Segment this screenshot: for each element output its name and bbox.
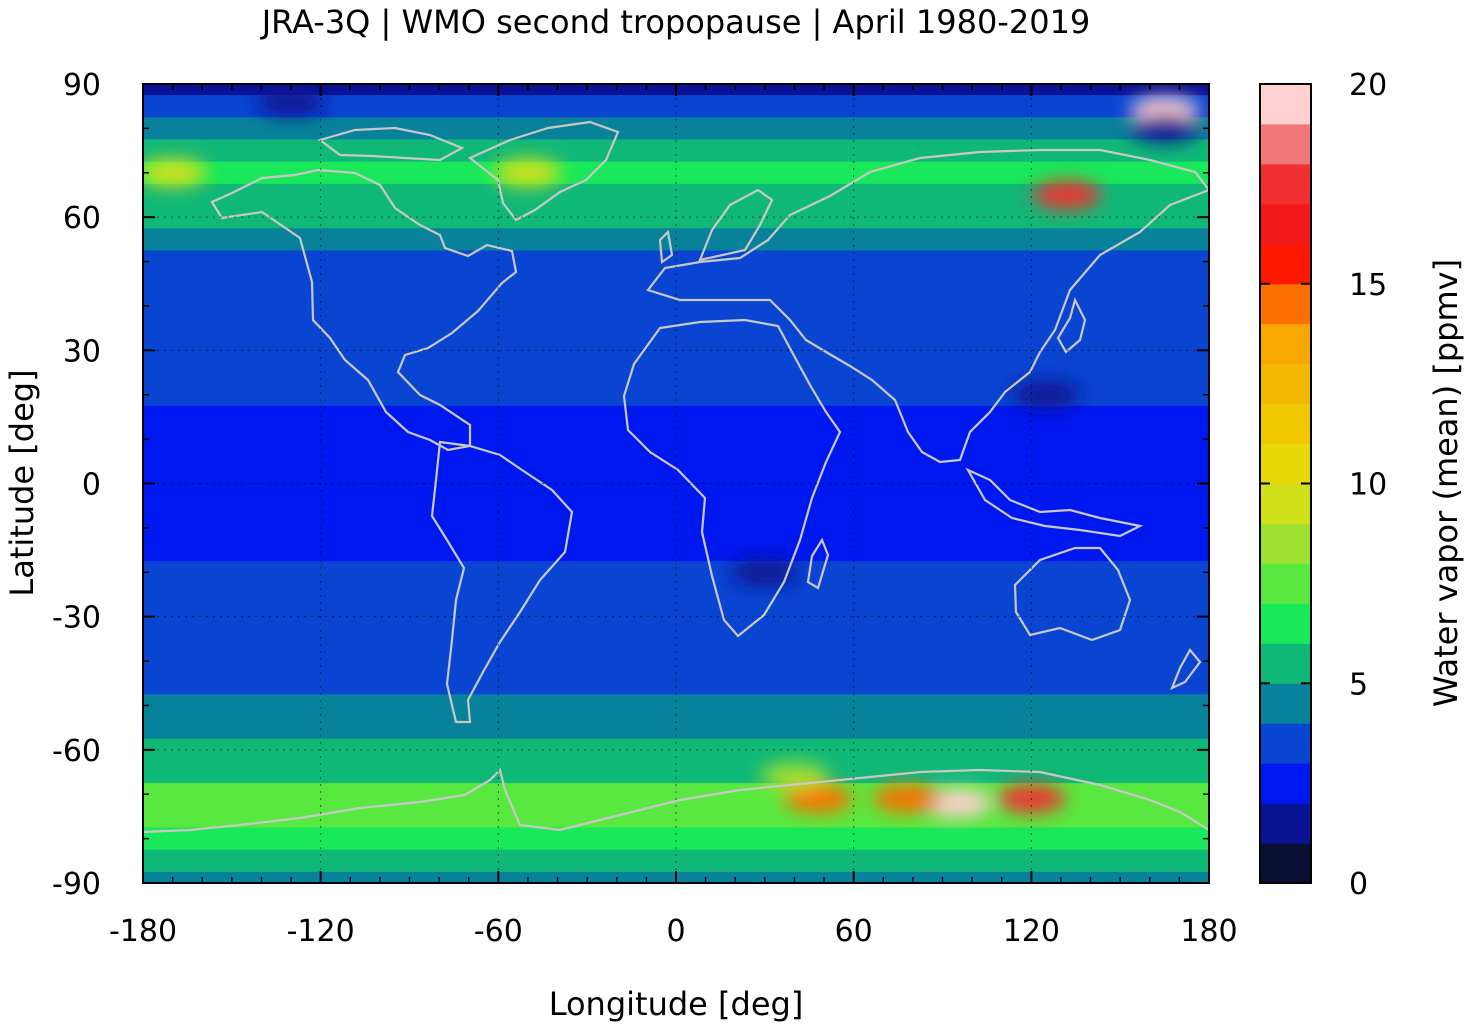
coastline-japan	[1056, 296, 1087, 354]
zonal-band	[143, 827, 1209, 851]
zonal-band	[143, 161, 1209, 185]
zonal-band	[143, 450, 1209, 474]
heatmap-spot	[872, 784, 941, 813]
x-axis: -180 -120 -60 0 60 120 180	[109, 84, 1238, 949]
y-tick-label: 0	[82, 468, 101, 503]
zonal-band	[143, 561, 1209, 584]
x-tick-label: -120	[287, 914, 355, 949]
x-axis-title: Longitude [deg]	[549, 985, 804, 1023]
coastline-uk	[658, 229, 674, 264]
colorbar-swatch	[1260, 123, 1311, 165]
colorbar-tick-label: 5	[1349, 667, 1368, 702]
colorbar-swatch	[1260, 243, 1311, 285]
coastline-antarctica	[143, 767, 1209, 834]
heatmap-field	[143, 84, 1209, 883]
zonal-band	[143, 516, 1209, 540]
x-tick-label: 0	[666, 914, 685, 949]
coastline-south-america	[430, 440, 574, 724]
y-tick-label: 30	[63, 334, 101, 369]
colorbar-swatch	[1260, 84, 1311, 125]
zonal-band	[143, 272, 1209, 296]
y-tick-label: -60	[52, 734, 101, 769]
zonal-band	[143, 716, 1209, 740]
zonal-band	[143, 294, 1209, 318]
colorbar-swatch	[1260, 723, 1311, 764]
colorbar-tick-label: 0	[1349, 867, 1368, 902]
colorbar-swatch	[1260, 483, 1311, 524]
heatmap-spot	[493, 158, 562, 187]
colorbar-swatch	[1260, 363, 1311, 405]
chart-title: JRA-3Q | WMO second tropopause | April 1…	[260, 3, 1091, 41]
zonal-band	[143, 649, 1209, 673]
zonal-band	[143, 627, 1209, 651]
y-axis-title: Latitude [deg]	[3, 369, 41, 596]
y-tick-label: 60	[63, 201, 101, 236]
x-tick-label: -180	[109, 914, 177, 949]
colorbar-swatch	[1260, 683, 1311, 724]
y-tick-label: -30	[52, 601, 101, 636]
zonal-band	[143, 117, 1209, 141]
heatmap-spot	[784, 784, 853, 813]
heatmap-spot	[730, 558, 799, 587]
colorbar-title: Water vapor (mean) [ppmv]	[1427, 259, 1465, 707]
coastline-maritime-continent	[965, 467, 1144, 538]
colorbar-swatch	[1260, 843, 1311, 884]
colorbar-swatch	[1260, 803, 1311, 844]
zonal-band	[143, 672, 1209, 695]
coastline-greenland	[467, 120, 620, 222]
colorbar-swatch	[1260, 283, 1311, 325]
coastline-north-america	[210, 168, 518, 452]
colorbar-swatch	[1260, 203, 1311, 245]
zonal-band	[143, 428, 1209, 451]
coastline-arctic-islands	[317, 126, 465, 162]
coastline-scandinavia	[698, 188, 774, 262]
heatmap-spot	[1032, 180, 1101, 209]
colorbar-swatch	[1260, 443, 1311, 484]
colorbar-tick-label: 15	[1349, 268, 1387, 303]
y-tick-label: 90	[63, 68, 101, 103]
colorbar-swatch	[1260, 603, 1311, 644]
colorbar-swatch	[1260, 523, 1311, 564]
heatmap-spot	[1012, 380, 1081, 409]
colorbar-tick-label: 10	[1349, 468, 1387, 503]
x-tick-label: 60	[835, 914, 873, 949]
colorbar-swatch	[1260, 403, 1311, 445]
heatmap-spot	[1130, 114, 1199, 143]
colorbar: 20 15 10 5 0	[1259, 68, 1387, 902]
colorbar-swatch	[1260, 163, 1311, 205]
colorbar-swatch	[1260, 643, 1311, 684]
coastline-new-zealand	[1169, 648, 1202, 691]
zonal-band	[143, 183, 1209, 207]
zonal-band	[143, 583, 1209, 607]
colorbar-swatch	[1260, 763, 1311, 804]
heatmap-spot	[257, 87, 326, 116]
coastline-madagascar	[806, 537, 830, 590]
x-tick-label: 120	[1003, 914, 1060, 949]
hotspot-layer	[143, 87, 1199, 818]
coastline-layer	[143, 120, 1209, 834]
colorbar-swatch	[1260, 563, 1311, 604]
coastline-australia	[1013, 546, 1132, 642]
coastline-eurasia	[646, 148, 1209, 464]
zonal-band	[143, 317, 1209, 340]
y-tick-label: -90	[52, 867, 101, 902]
zonal-band	[143, 383, 1209, 407]
colorbar-tick-label: 20	[1349, 68, 1387, 103]
coastline-africa	[622, 318, 842, 638]
zonal-band	[143, 694, 1209, 718]
zonal-band	[143, 250, 1209, 274]
colorbar-swatch	[1260, 323, 1311, 365]
x-tick-label: -60	[474, 914, 523, 949]
zonal-band	[143, 760, 1209, 784]
gridlines	[143, 84, 1209, 883]
y-axis: 90 60 30 0 -30 -60 -90	[52, 68, 1209, 902]
zonal-band	[143, 405, 1209, 429]
heatmap-spot	[143, 158, 207, 187]
x-tick-label: 180	[1180, 914, 1237, 949]
zonal-band	[143, 538, 1209, 562]
